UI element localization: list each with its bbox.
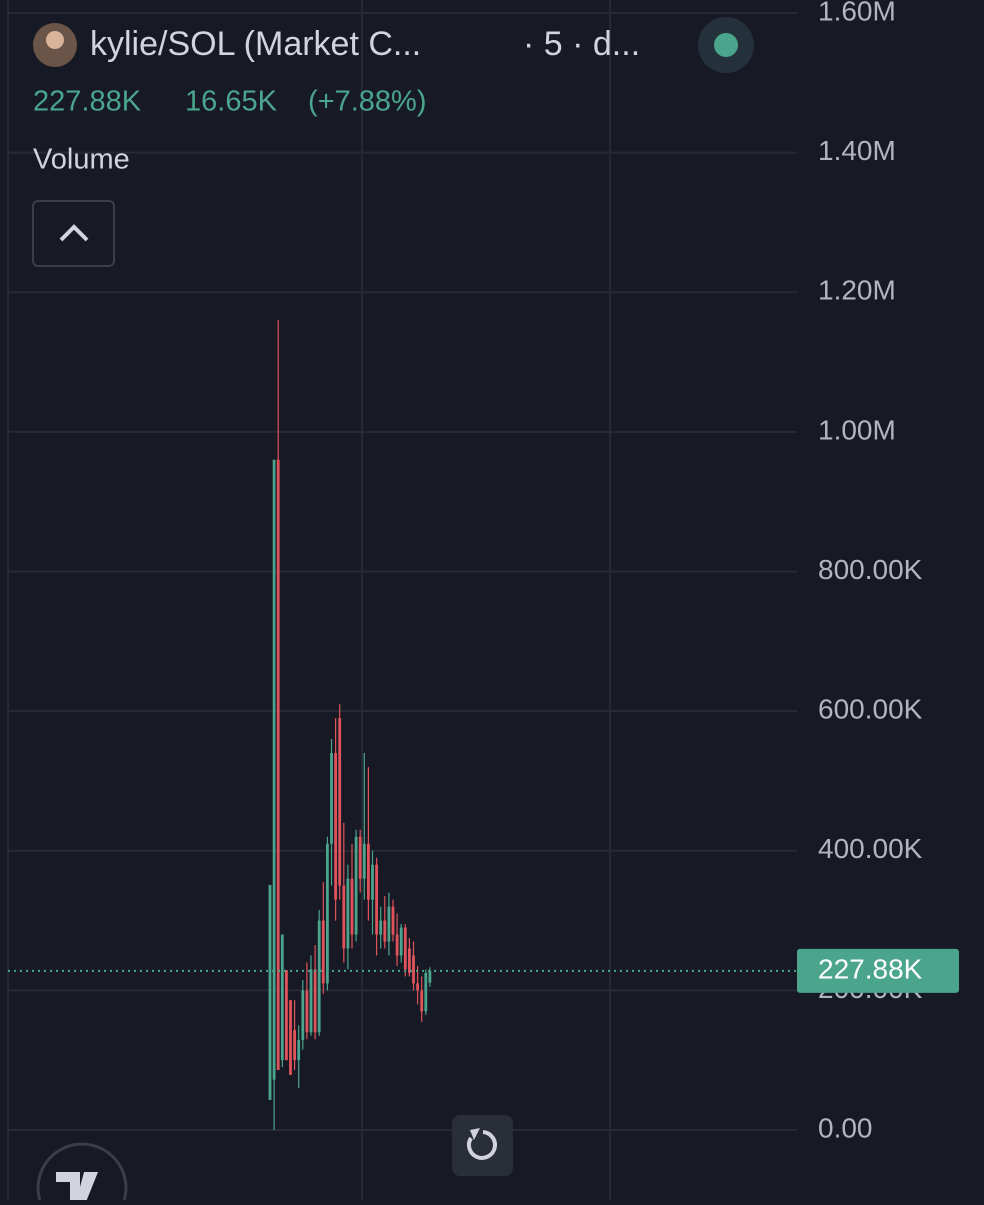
candle-body (424, 972, 428, 1012)
price: 227.88K (33, 86, 142, 118)
reset-button[interactable] (452, 1115, 513, 1176)
candle-body (313, 969, 317, 1033)
candle-body (301, 990, 305, 1040)
reset-icon (467, 1130, 497, 1160)
logo[interactable] (36, 1142, 128, 1205)
candle-body (342, 885, 346, 949)
candle-body (326, 843, 329, 984)
candle-body (317, 920, 321, 1033)
y-tick-label: 1.20M (818, 275, 896, 306)
price-label: 227.88K (818, 953, 923, 984)
candle-body (362, 843, 366, 879)
candle-body (280, 934, 284, 1061)
interval: · 5 · d... (523, 25, 640, 63)
candle-body (375, 864, 378, 935)
candle-body (289, 1000, 292, 1075)
y-tick-label: 1.60M (818, 0, 896, 26)
price-label-bg (797, 948, 959, 993)
candle-body (383, 920, 387, 942)
y-tick-label: 400.00K (818, 833, 923, 864)
candle-body (305, 990, 309, 1033)
chevron-icon (59, 224, 89, 242)
candle-body (358, 836, 362, 879)
change: 16.65K (185, 86, 278, 118)
indicator: Volume (33, 144, 130, 176)
avatar-face (46, 31, 64, 49)
candle-body (403, 927, 407, 970)
candle-body (367, 843, 370, 900)
candle-body (428, 970, 432, 983)
candle-body (408, 948, 411, 973)
candle-body (416, 983, 419, 991)
candle-body (399, 927, 403, 956)
y-tick-label: 0.00 (818, 1112, 873, 1143)
change-pct: (+7.88%) (308, 86, 426, 118)
status-dot (714, 33, 738, 57)
candle-body (297, 1039, 301, 1061)
candle-body (285, 970, 288, 1061)
candle-body (412, 955, 415, 984)
candle-body (338, 718, 342, 886)
candle-body (321, 920, 325, 984)
candle-body (330, 753, 333, 844)
candle-body (293, 1030, 296, 1061)
candle-body (391, 906, 395, 935)
candle-body (346, 878, 350, 949)
candle-body (350, 878, 354, 935)
candle-body (276, 459, 280, 1070)
candle-body (268, 884, 272, 1100)
candle-body (387, 906, 391, 942)
candle-body (309, 969, 313, 1033)
collapse-button[interactable] (32, 200, 115, 267)
candle-body (420, 990, 424, 1012)
logo-mark (56, 1172, 98, 1202)
reset-arrow (470, 1128, 480, 1140)
y-tick-label: 1.40M (818, 135, 896, 166)
candle-body (395, 934, 399, 956)
candle-body (371, 864, 374, 900)
candle-body (272, 459, 276, 1080)
symbol: kylie/SOL (Market C... (90, 25, 421, 63)
y-tick-label: 1.00M (818, 414, 896, 445)
y-tick-label: 600.00K (818, 694, 923, 725)
candle-body (334, 753, 337, 900)
y-tick-label: 800.00K (818, 554, 923, 585)
candle-body (354, 836, 358, 935)
candle-body (379, 920, 383, 935)
